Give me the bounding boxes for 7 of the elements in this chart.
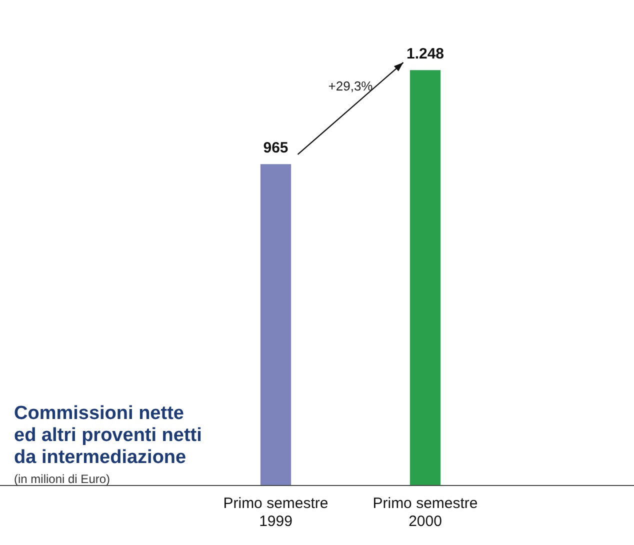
data-label: 965: [263, 139, 288, 156]
text: (in milioni di Euro): [14, 472, 110, 486]
data-label: 1.248: [406, 45, 444, 62]
x-tick-label: Primo semestre 2000: [372, 495, 478, 530]
x-tick-label: Primo semestre 1999: [223, 495, 328, 530]
annotation: +29,3%: [328, 78, 374, 94]
text: Commissioni nette ed altri proventi netti da intermediazione: [14, 403, 202, 469]
